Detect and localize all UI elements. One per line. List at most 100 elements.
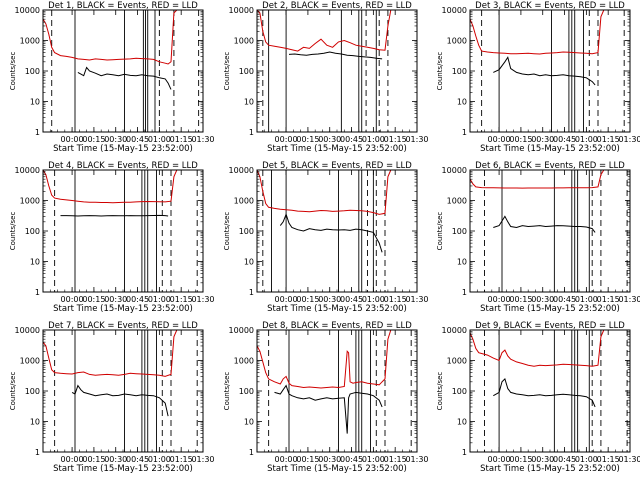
x-tick-label: 01:00 xyxy=(575,135,598,144)
detector-panel-5: Det 5, BLACK = Events, RED = LLD 1 10 100 10… xyxy=(223,161,429,314)
y-tick-label: 10000 xyxy=(15,6,40,15)
y-tick-label: 1 xyxy=(462,128,467,137)
plot-frame xyxy=(42,329,204,453)
y-tick-label: 10000 xyxy=(229,326,254,335)
x-tick-label: 01:30 xyxy=(618,455,640,464)
y-tick-label: 10000 xyxy=(442,6,467,15)
x-tick-label: 00:45 xyxy=(553,295,576,304)
plot-frame xyxy=(256,9,418,133)
x-tick-label: 01:30 xyxy=(191,135,214,144)
y-tick-label: 100 xyxy=(239,67,254,76)
plot-frame xyxy=(256,169,418,293)
x-tick-label: 00:15 xyxy=(509,295,532,304)
detector-panel-9: Det 9, BLACK = Events, RED = LLD 1 10 100 10… xyxy=(436,321,640,474)
series-line-events xyxy=(288,51,383,60)
x-tick-label: 00:45 xyxy=(126,455,149,464)
plot-frame xyxy=(256,329,418,453)
x-tick-label: 00:30 xyxy=(318,135,341,144)
x-tick-label: 00:00 xyxy=(488,455,511,464)
x-tick-label: 01:15 xyxy=(384,135,407,144)
y-tick-label: 1 xyxy=(35,128,40,137)
y-axis-label: Counts/sec xyxy=(436,52,444,91)
plot-frame xyxy=(469,9,631,133)
x-tick-label: 01:00 xyxy=(575,455,598,464)
y-tick-label: 1 xyxy=(462,288,467,297)
x-tick-label: 00:45 xyxy=(340,135,363,144)
y-tick-label: 10 xyxy=(30,418,40,427)
x-tick-label: 00:30 xyxy=(104,455,127,464)
x-tick-label: 00:15 xyxy=(509,455,532,464)
x-tick-label: 01:00 xyxy=(148,135,171,144)
x-axis-label: Start Time (15-May-15 23:52:00) xyxy=(53,304,193,314)
series-line-lld xyxy=(42,329,203,377)
x-axis-label: Start Time (15-May-15 23:52:00) xyxy=(267,144,407,154)
x-tick-label: 01:15 xyxy=(170,295,193,304)
x-tick-label: 00:45 xyxy=(340,295,363,304)
x-tick-label: 01:00 xyxy=(575,295,598,304)
x-tick-label: 01:00 xyxy=(362,295,385,304)
x-tick-label: 00:15 xyxy=(82,135,105,144)
series-line-lld xyxy=(469,329,630,367)
y-tick-label: 10000 xyxy=(442,326,467,335)
x-axis-label: Start Time (15-May-15 23:52:00) xyxy=(53,144,193,154)
x-axis-label: Start Time (15-May-15 23:52:00) xyxy=(267,304,407,314)
x-tick-label: 00:45 xyxy=(126,295,149,304)
x-tick-label: 01:30 xyxy=(405,295,428,304)
plot-frame xyxy=(42,9,204,133)
x-tick-label: 00:15 xyxy=(509,135,532,144)
y-tick-label: 100 xyxy=(25,227,40,236)
y-axis-label: Counts/sec xyxy=(9,52,17,91)
x-tick-label: 01:30 xyxy=(191,295,214,304)
detector-panel-3: Det 3, BLACK = Events, RED = LLD 1 10 100 10… xyxy=(436,1,640,154)
y-tick-label: 10 xyxy=(30,98,40,107)
y-tick-label: 10 xyxy=(457,98,467,107)
x-tick-label: 00:45 xyxy=(126,135,149,144)
x-tick-label: 00:15 xyxy=(296,135,319,144)
plot-frame xyxy=(42,169,204,293)
x-tick-label: 00:45 xyxy=(340,455,363,464)
y-tick-label: 100 xyxy=(239,227,254,236)
series-line-events xyxy=(71,384,169,417)
x-tick-label: 00:30 xyxy=(531,295,554,304)
x-tick-label: 00:00 xyxy=(275,135,298,144)
x-tick-label: 01:30 xyxy=(618,295,640,304)
x-tick-label: 01:30 xyxy=(191,455,214,464)
detector-panel-6: Det 6, BLACK = Events, RED = LLD 1 10 100 10… xyxy=(436,161,640,314)
y-tick-label: 100 xyxy=(25,387,40,396)
y-tick-label: 1 xyxy=(249,448,254,457)
x-tick-label: 00:30 xyxy=(318,455,341,464)
x-tick-label: 00:30 xyxy=(104,295,127,304)
x-tick-label: 01:30 xyxy=(618,135,640,144)
x-axis-label: Start Time (15-May-15 23:52:00) xyxy=(480,304,620,314)
series-line-lld xyxy=(42,9,203,65)
x-tick-label: 01:15 xyxy=(597,295,620,304)
panel-title: Det 9, BLACK = Events, RED = LLD xyxy=(475,321,625,331)
y-tick-label: 100 xyxy=(25,67,40,76)
x-tick-label: 01:00 xyxy=(362,135,385,144)
y-axis-label: Counts/sec xyxy=(223,212,231,251)
y-tick-label: 10 xyxy=(244,98,254,107)
x-tick-label: 01:00 xyxy=(148,455,171,464)
x-tick-label: 00:30 xyxy=(318,295,341,304)
x-tick-label: 01:30 xyxy=(405,135,428,144)
panel-title: Det 5, BLACK = Events, RED = LLD xyxy=(262,161,412,171)
y-tick-label: 1000 xyxy=(447,37,467,46)
series-line-events xyxy=(493,215,596,233)
x-tick-label: 01:15 xyxy=(170,135,193,144)
y-tick-label: 1000 xyxy=(447,357,467,366)
x-tick-label: 00:15 xyxy=(296,295,319,304)
series-line-events xyxy=(493,56,596,86)
detector-panel-7: Det 7, BLACK = Events, RED = LLD 1 10 100 10… xyxy=(9,321,215,474)
x-tick-label: 00:15 xyxy=(296,455,319,464)
y-tick-label: 1 xyxy=(462,448,467,457)
y-tick-label: 10 xyxy=(244,418,254,427)
y-tick-label: 1000 xyxy=(20,197,40,206)
x-tick-label: 00:45 xyxy=(553,135,576,144)
panel-title: Det 1, BLACK = Events, RED = LLD xyxy=(48,1,198,11)
series-line-lld xyxy=(469,169,630,189)
series-line-events xyxy=(493,377,596,408)
y-tick-label: 10 xyxy=(30,258,40,267)
y-tick-label: 10 xyxy=(457,418,467,427)
y-tick-label: 1 xyxy=(249,128,254,137)
